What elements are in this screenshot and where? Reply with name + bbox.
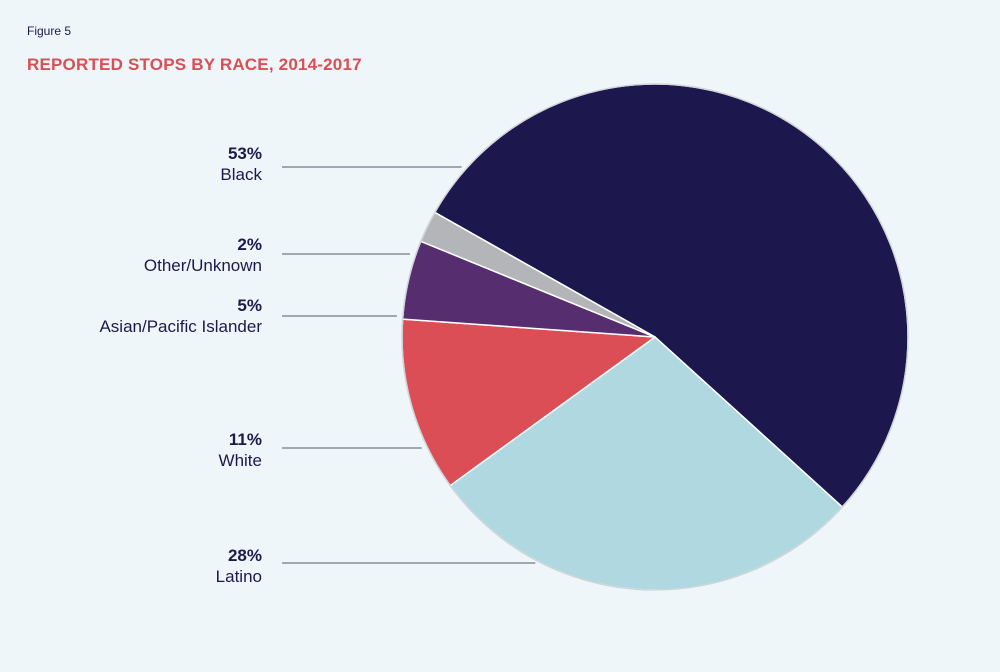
label-white: 11% White [219,429,262,471]
label-white-name: White [218,451,262,470]
label-other-percent: 2% [237,235,262,254]
figure-label: Figure 5 [27,24,72,38]
label-other: 2% Other/Unknown [144,234,262,276]
label-black: 53% Black [220,143,262,185]
label-black-name: Black [220,165,262,184]
chart-title: REPORTED STOPS BY RACE, 2014-2017 [27,55,362,74]
label-latino: 28% Latino [216,545,262,587]
label-latino-percent: 28% [227,546,262,565]
label-other-name: Other/Unknown [143,256,262,275]
label-asian-name: Asian/Pacific Islander [99,317,262,336]
label-black-percent: 53% [227,144,262,163]
label-asian-percent: 5% [237,296,262,315]
label-white-percent: 11% [228,430,262,449]
label-asian: 5% Asian/Pacific Islander [99,295,262,337]
pie-outline [401,83,909,591]
label-latino-name: Latino [215,567,262,586]
